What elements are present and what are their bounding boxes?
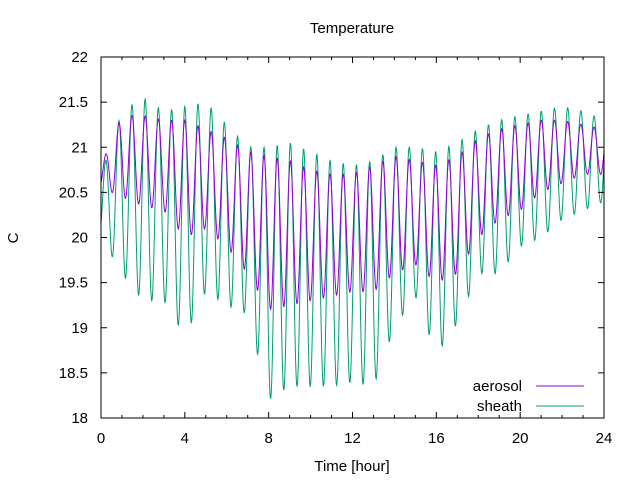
series-layer [100, 97, 605, 399]
y-tick-label: 19 [71, 320, 88, 337]
x-tick-label: 8 [264, 430, 272, 447]
x-tick-label: 20 [512, 430, 529, 447]
chart-title: Temperature [310, 20, 394, 37]
series-line-sheath [100, 97, 605, 399]
x-tick-label: 0 [97, 430, 105, 447]
y-axis-label: C [5, 232, 22, 243]
y-tick-label: 18.5 [59, 365, 88, 382]
y-tick-label: 18 [71, 410, 88, 427]
legend-label-aerosol: aerosol [473, 378, 522, 395]
x-tick-label: 24 [596, 430, 613, 447]
x-axis-label: Time [hour] [314, 458, 389, 475]
legend-label-sheath: sheath [477, 398, 522, 415]
y-axis: 18 18.5 19 19.5 20 20.5 21 21.5 22 [59, 49, 604, 427]
y-tick-label: 19.5 [59, 275, 88, 292]
y-tick-label: 21.5 [59, 94, 88, 111]
x-tick-label: 16 [428, 430, 445, 447]
series-line-aerosol [100, 114, 605, 311]
x-tick-label: 12 [344, 430, 361, 447]
x-axis: 0 4 8 12 16 20 24 [97, 57, 613, 447]
y-tick-label: 22 [71, 49, 88, 66]
y-tick-label: 20.5 [59, 184, 88, 201]
x-tick-label: 4 [181, 430, 189, 447]
y-tick-label: 21 [71, 139, 88, 156]
y-tick-label: 20 [71, 230, 88, 247]
legend: aerosol sheath [473, 378, 584, 415]
